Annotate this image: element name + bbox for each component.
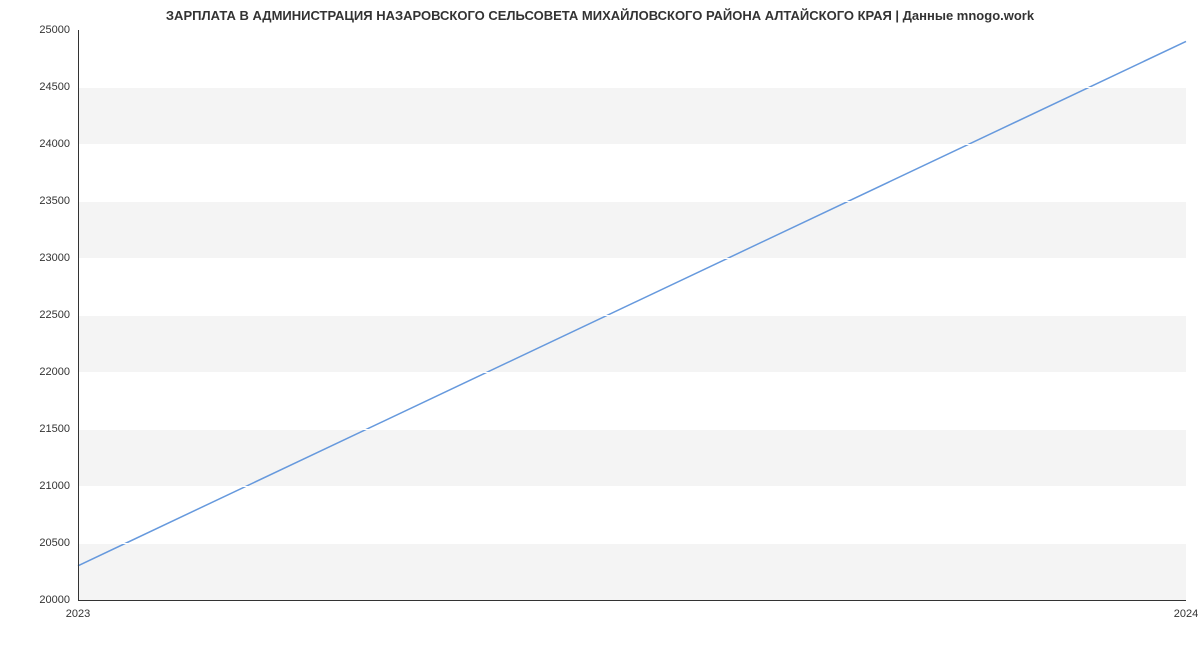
- grid-line: [78, 87, 1186, 88]
- y-tick-label: 20000: [39, 594, 70, 606]
- x-tick-label: 2024: [1174, 608, 1198, 620]
- y-tick-label: 25000: [39, 24, 70, 36]
- salary-chart: ЗАРПЛАТА В АДМИНИСТРАЦИЯ НАЗАРОВСКОГО СЕ…: [0, 0, 1200, 650]
- grid-line: [78, 429, 1186, 430]
- salary-line: [78, 41, 1186, 565]
- grid-line: [78, 486, 1186, 487]
- grid-line: [78, 315, 1186, 316]
- grid-line: [78, 258, 1186, 259]
- y-tick-label: 21500: [39, 423, 70, 435]
- y-tick-label: 20500: [39, 537, 70, 549]
- y-tick-label: 23000: [39, 252, 70, 264]
- x-axis: [78, 600, 1186, 601]
- y-axis: [78, 30, 79, 600]
- chart-title: ЗАРПЛАТА В АДМИНИСТРАЦИЯ НАЗАРОВСКОГО СЕ…: [0, 0, 1200, 23]
- y-tick-label: 23500: [39, 195, 70, 207]
- y-tick-label: 21000: [39, 480, 70, 492]
- y-tick-label: 22500: [39, 309, 70, 321]
- grid-line: [78, 201, 1186, 202]
- y-tick-label: 22000: [39, 366, 70, 378]
- grid-line: [78, 30, 1186, 31]
- y-tick-label: 24000: [39, 138, 70, 150]
- x-tick-label: 2023: [66, 608, 90, 620]
- plot-area: 2000020500210002150022000225002300023500…: [78, 30, 1186, 600]
- grid-line: [78, 543, 1186, 544]
- grid-line: [78, 144, 1186, 145]
- y-tick-label: 24500: [39, 81, 70, 93]
- grid-line: [78, 372, 1186, 373]
